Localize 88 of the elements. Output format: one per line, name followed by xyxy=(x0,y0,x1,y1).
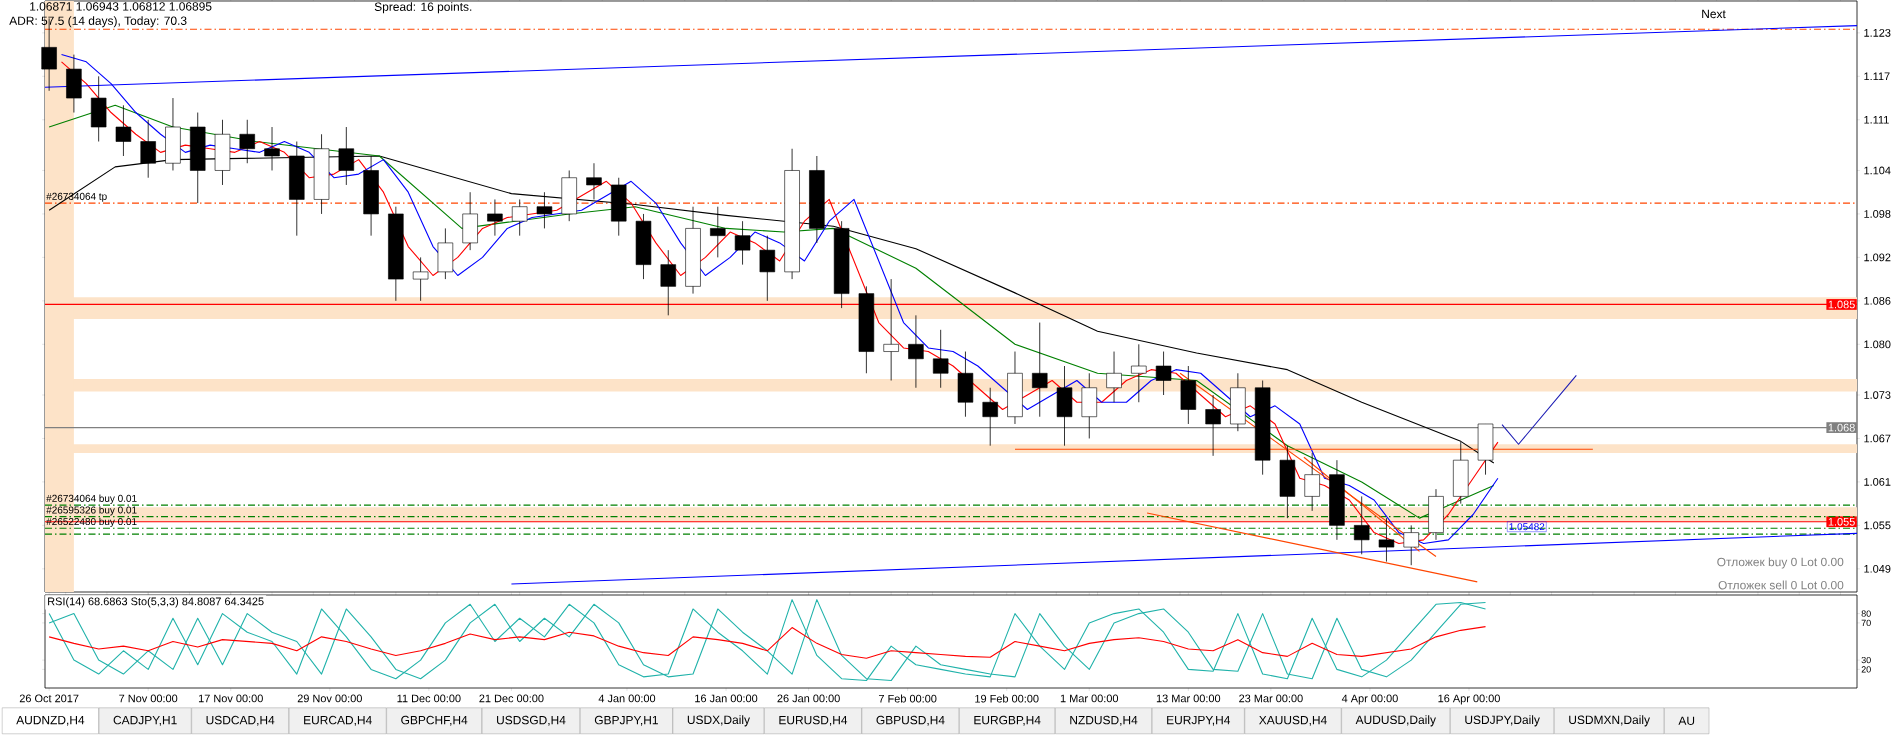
candlestick xyxy=(932,329,949,389)
x-tick-label: 23 Mar 00:00 xyxy=(1239,694,1303,703)
y-tick-label: 1.055 xyxy=(1864,521,1891,530)
candlestick xyxy=(1205,394,1221,457)
text: USDMXN,Daily xyxy=(1569,715,1650,727)
annotation: Отложек sell 0 Lot 0.00 xyxy=(1718,580,1844,590)
y-tick-label: 1.067 xyxy=(1864,434,1891,443)
ref-line-label: #26734064 buy 0.01 xyxy=(46,494,137,504)
annotation: 1.05482 xyxy=(1509,523,1545,531)
y-tick-label: 1.104 xyxy=(1864,166,1891,175)
y-tick-label: 30 xyxy=(1861,656,1871,664)
y-tick-label: 1.080 xyxy=(1864,340,1891,349)
text: EURGBP,H4 xyxy=(974,715,1041,726)
x-tick-label: 1 Mar 00:00 xyxy=(1060,694,1119,703)
text: EURJPY,H4 xyxy=(1167,715,1231,726)
y-tick-label: 70 xyxy=(1861,619,1871,627)
x-tick-label: 7 Feb 00:00 xyxy=(878,694,937,703)
candlestick xyxy=(1106,351,1122,403)
ref-line-label: #26595326 buy 0.01 xyxy=(46,506,137,516)
candlestick xyxy=(511,199,528,237)
candlestick xyxy=(1353,495,1370,555)
x-tick-label: 26 Oct 2017 xyxy=(19,694,79,703)
annotation: 1.06871 1.06943 1.06812 1.06895 xyxy=(30,2,212,11)
annotation: Spread: 16 points. xyxy=(374,2,472,14)
text: GBPUSD,H4 xyxy=(876,715,945,726)
candlestick xyxy=(710,206,726,258)
chart-title: RSI(14) 68.6863 Sto(5,3,3) 84.8087 64.3425 xyxy=(48,597,264,608)
candlestick xyxy=(1403,524,1419,566)
ref-line-label: 1.055 xyxy=(1828,517,1855,526)
y-tick-label: 1.049 xyxy=(1864,564,1891,573)
candlestick xyxy=(883,278,899,381)
x-tick-label: 26 Jan 00:00 xyxy=(777,694,840,703)
text: GBPJPY,H1 xyxy=(594,715,658,726)
line-series xyxy=(48,599,1487,682)
candlestick xyxy=(115,104,132,157)
candlestick xyxy=(487,199,503,237)
y-tick-label: 20 xyxy=(1861,666,1871,673)
text: AUDNZD,H4 xyxy=(16,715,85,726)
y-tick-label: 1.086 xyxy=(1864,296,1891,305)
x-tick-label: 13 Mar 00:00 xyxy=(1156,694,1221,703)
text: EURUSD,H4 xyxy=(779,715,848,726)
annotation: Next xyxy=(1702,9,1726,19)
y-tick-label: 1.123 xyxy=(1864,29,1891,37)
ref-line-label: 1.068 xyxy=(1828,423,1855,432)
text: NZDUSD,H4 xyxy=(1070,715,1138,726)
candlestick xyxy=(536,191,553,229)
y-tick-label: 1.111 xyxy=(1864,116,1889,124)
y-tick-label: 1.098 xyxy=(1864,210,1891,218)
y-tick-label: 80 xyxy=(1861,610,1871,617)
text: AUDUSD,Daily xyxy=(1355,715,1436,727)
candlestick xyxy=(1378,517,1395,562)
ref-line-label: 1.085 xyxy=(1828,300,1855,309)
x-tick-label: 17 Nov 00:00 xyxy=(198,694,263,703)
text: XAUUSD,H4 xyxy=(1259,715,1327,726)
y-tick-label: 1.117 xyxy=(1864,72,1890,81)
x-tick-label: 7 Nov 00:00 xyxy=(119,694,178,703)
y-tick-label: 1.061 xyxy=(1864,478,1891,486)
candlestick xyxy=(660,249,676,316)
y-tick-label: 1.092 xyxy=(1864,253,1891,262)
annotation: Отложек buy 0 Lot 0.00 xyxy=(1717,557,1844,569)
candlestick xyxy=(1032,322,1048,418)
candlestick xyxy=(908,314,924,389)
x-tick-label: 4 Apr 00:00 xyxy=(1341,694,1398,705)
text: USDCAD,H4 xyxy=(206,715,275,726)
text: USDSGD,H4 xyxy=(497,715,566,726)
x-tick-label: 29 Nov 00:00 xyxy=(297,694,362,703)
candlestick xyxy=(1131,343,1147,403)
x-tick-label: 21 Dec 00:00 xyxy=(479,694,544,703)
candlestick xyxy=(734,220,751,266)
candlestick xyxy=(412,256,429,302)
text: USDJPY,Daily xyxy=(1465,715,1540,727)
x-tick-label: 11 Dec 00:00 xyxy=(397,694,461,703)
candlestick xyxy=(586,162,602,200)
y-tick-label: 1.073 xyxy=(1864,391,1891,399)
annotation: ADR: 57.5 (14 days), Today: 70.3 xyxy=(9,16,187,28)
text: USDX,Daily xyxy=(687,715,750,727)
x-tick-label: 16 Jan 00:00 xyxy=(695,694,758,703)
text: EURCAD,H4 xyxy=(304,715,372,726)
text: AU xyxy=(1678,716,1695,725)
x-tick-label: 16 Apr 00:00 xyxy=(1438,694,1500,705)
text: CADJPY,H1 xyxy=(113,715,177,726)
candlestick xyxy=(1304,452,1320,512)
x-tick-label: 19 Feb 00:00 xyxy=(975,694,1039,703)
candlestick xyxy=(759,235,776,302)
text: GBPCHF,H4 xyxy=(401,715,468,726)
candlestick xyxy=(982,387,998,447)
candlestick xyxy=(1155,351,1172,396)
x-tick-label: 4 Jan 00:00 xyxy=(598,694,656,703)
